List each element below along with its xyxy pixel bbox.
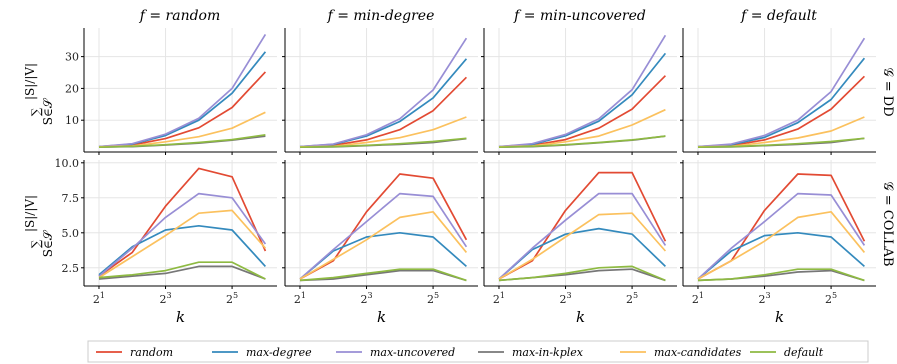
series-line-max-degree [98,224,267,276]
series-line-default [299,268,467,282]
column-title-min-uncovered: f = min-uncovered [513,8,646,24]
series-line-max-degree [697,57,866,148]
series-line-max-in-kplex [299,269,467,282]
legend: random max-degree max-uncovered max-in-kple… [87,340,869,363]
y-axis-sum-symbol: ∑ [29,239,43,248]
series-line-max-in-kplex [98,265,266,280]
panel-dd-1: 10 20 30 [65,28,277,155]
y-axis-fraction: |S|/|V| [23,63,37,100]
x-axis-label: k [775,308,784,326]
x-tick-label: 25 [626,291,638,306]
x-tick-label: 21 [294,291,306,306]
x-axis-label: k [176,308,185,326]
series-line-random [498,171,667,280]
x-tick-label: 25 [427,291,439,306]
legend-label-default: default [784,346,824,359]
x-tick-label: 21 [493,291,505,306]
x-tick-label: 23 [758,291,770,306]
x-tick-label: 25 [226,291,238,306]
x-tick-label: 21 [93,291,105,306]
series-line-max-candidates [697,116,865,148]
series-line-default [98,261,266,280]
panel-dd-2 [282,28,478,155]
y-tick-label: 10 [65,114,79,127]
series-line-max-candidates [98,111,266,148]
series-line-max-uncovered [498,34,667,148]
series-line-max-uncovered [299,192,468,280]
x-tick-label: 23 [360,291,372,306]
y-tick-label: 10.0 [55,157,80,170]
y-axis-label-collab: ∑ S∈𝒮 |S|/|V| [23,195,55,257]
row-label-collab: 𝒢 = COLLAB [880,181,895,266]
y-tick-label: 7.5 [62,192,80,205]
series-line-max-uncovered [697,192,866,280]
column-title-min-degree: f = min-degree [327,8,435,24]
series-line-max-degree [498,227,666,280]
row-label-dd: 𝒢 = DD [880,67,895,116]
x-tick-label: 25 [825,291,837,306]
series-line-random [697,173,866,280]
series-line-random [498,75,667,148]
legend-label-max-candidates: max-candidates [654,346,742,359]
panel-collab-3: 21 23 25 k [481,160,677,326]
y-tick-label: 20 [65,82,79,95]
y-axis-fraction: |S|/|V| [23,195,37,232]
x-tick-label: 21 [692,291,704,306]
y-axis-sum-symbol: ∑ [29,107,43,116]
series-line-max-uncovered [498,192,667,280]
y-tick-label: 2.5 [62,262,80,275]
series-line-max-degree [697,231,865,280]
series-line-default [98,133,266,149]
legend-label-max-degree: max-degree [246,346,312,359]
panel-grid: 10 20 30 2.5 5.0 7.5 10.0 21 23 25 k 21 23 25 k 21 23 25 k… [55,28,876,326]
panel-dd-4 [680,28,876,155]
series-line-max-uncovered [98,33,267,148]
series-line-random [697,75,865,148]
series-line-max-candidates [299,116,467,148]
series-line-default [697,137,865,149]
y-tick-label: 5.0 [62,227,80,240]
legend-label-max-uncovered: max-uncovered [370,346,455,359]
series-line-default [498,265,666,282]
series-line-random [299,173,468,280]
column-title-default: f = default [740,8,817,24]
series-line-default [697,268,865,282]
panel-dd-3 [481,28,677,155]
legend-label-random: random [130,346,173,359]
column-title-random: f = random [139,8,221,24]
series-line-default [498,135,666,149]
y-tick-label: 30 [65,51,79,64]
x-axis-label: k [377,308,386,326]
panel-collab-4: 21 23 25 k [680,160,876,326]
series-line-max-uncovered [299,37,468,148]
series-line-max-candidates [299,210,468,280]
series-line-default [299,137,467,149]
panel-collab-2: 21 23 25 k [282,160,478,326]
series-line-max-uncovered [98,192,267,277]
y-axis-sum-subscript: S∈𝒮 [41,229,55,257]
x-axis-label: k [576,308,585,326]
series-line-max-candidates [98,209,267,279]
y-axis-label-dd: ∑ S∈𝒮 |S|/|V| [23,63,55,125]
series-line-max-degree [299,231,467,280]
legend-label-max-in-kplex: max-in-kplex [512,346,584,359]
panel-collab-1: 2.5 5.0 7.5 10.0 21 23 25 k [55,157,277,326]
series-line-random [98,167,267,277]
series-line-max-candidates [697,210,866,280]
y-axis-sum-subscript: S∈𝒮 [41,97,55,125]
x-tick-label: 23 [559,291,571,306]
series-line-max-candidates [498,212,667,280]
x-tick-label: 23 [159,291,171,306]
series-line-max-uncovered [697,37,866,148]
